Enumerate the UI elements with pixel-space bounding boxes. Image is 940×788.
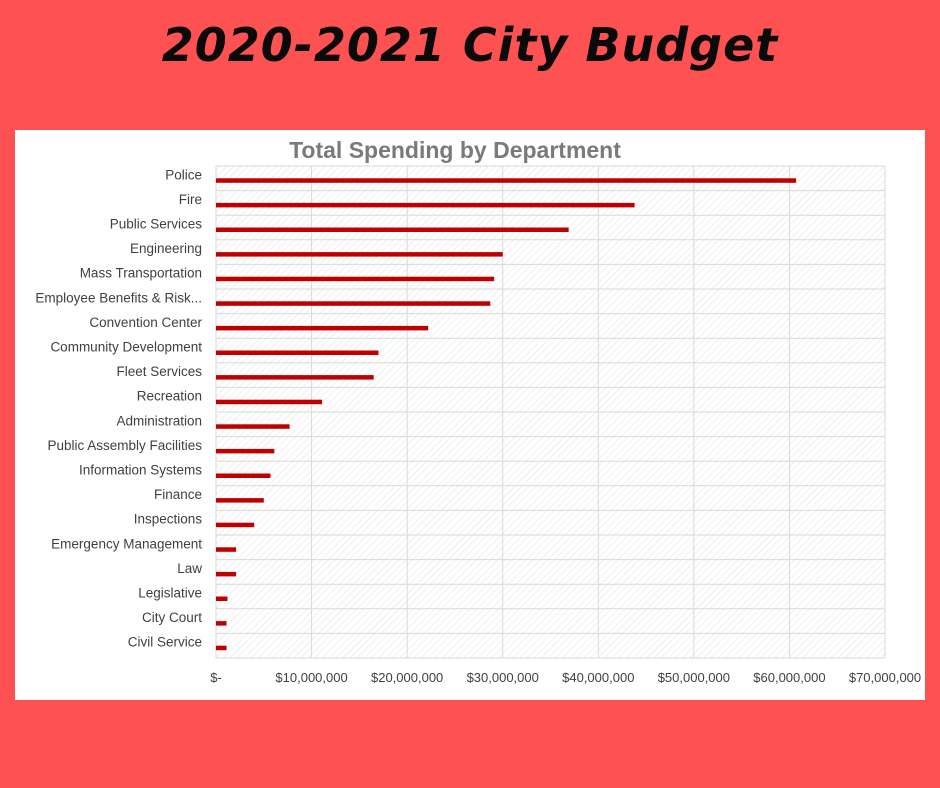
category-label: Information Systems (79, 463, 202, 478)
x-tick-label: $20,000,000 (371, 670, 443, 685)
bar (216, 252, 503, 257)
bar (216, 424, 290, 429)
x-tick-label: $70,000,000 (849, 670, 921, 685)
bar (216, 350, 379, 355)
category-label: Finance (154, 487, 202, 502)
category-label: Legislative (138, 586, 202, 601)
chart-title: Total Spending by Department (289, 137, 621, 163)
category-label: Law (177, 561, 202, 576)
x-tick-label: $30,000,000 (467, 670, 539, 685)
bar (216, 645, 227, 651)
category-label: Public Assembly Facilities (47, 438, 202, 453)
bar (216, 276, 495, 282)
category-label: Fire (179, 192, 202, 207)
category-label: Employee Benefits & Risk... (35, 290, 202, 305)
category-label: Convention Center (89, 315, 202, 330)
bar (216, 325, 429, 331)
category-label: Engineering (130, 241, 202, 256)
x-tick-label: $50,000,000 (658, 670, 730, 685)
x-tick-label: $10,000,000 (275, 670, 347, 685)
bar (216, 522, 255, 528)
bar (216, 301, 491, 306)
bar (216, 547, 237, 552)
bar (216, 621, 227, 626)
bar (216, 227, 569, 232)
bar (216, 596, 228, 601)
bar (216, 375, 374, 380)
bar (216, 571, 237, 577)
category-label: Mass Transportation (80, 266, 202, 281)
category-label: Inspections (134, 512, 203, 527)
category-label: Recreation (137, 389, 202, 404)
x-tick-label: $60,000,000 (753, 670, 825, 685)
category-label: Public Services (110, 217, 203, 232)
chart-card: Total Spending by Department Police Fire P… (15, 130, 925, 700)
page-title: 2020-2021 City Budget (161, 18, 779, 72)
bar-chart: Total Spending by Department Police Fire P… (35, 137, 921, 685)
category-label: Fleet Services (116, 364, 202, 379)
bar (216, 448, 275, 454)
bar (216, 178, 797, 183)
x-tick-label: $- (210, 670, 222, 685)
bar (216, 473, 271, 478)
category-label: City Court (142, 610, 202, 625)
x-tick-label: $40,000,000 (562, 670, 634, 685)
bar (216, 498, 264, 503)
bar (216, 202, 635, 208)
category-label: Emergency Management (51, 536, 202, 551)
category-label: Police (165, 167, 202, 182)
category-label: Civil Service (128, 635, 202, 650)
bar (216, 399, 323, 405)
category-label: Community Development (50, 340, 202, 355)
category-label: Administration (116, 413, 202, 428)
